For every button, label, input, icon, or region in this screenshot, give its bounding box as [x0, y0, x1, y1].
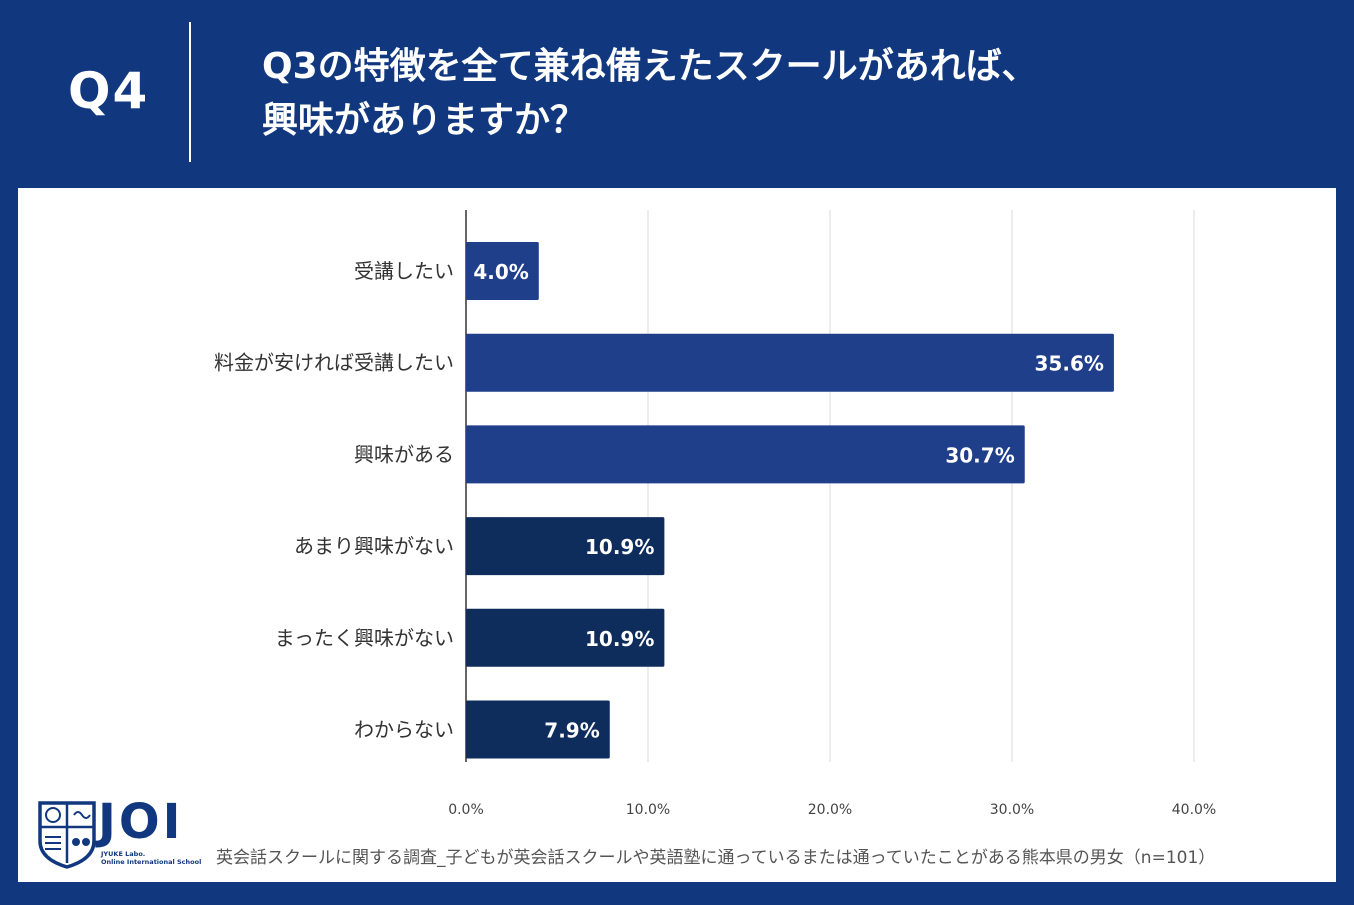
- logo-subtitle: JYUKE Labo. Online International School: [101, 850, 201, 866]
- data-label: 35.6%: [1035, 352, 1104, 376]
- logo-subtitle-line-1: JYUKE Labo.: [101, 850, 146, 858]
- bar: [466, 242, 539, 300]
- x-tick-label: 40.0%: [1172, 802, 1216, 818]
- data-label: 10.9%: [585, 627, 654, 651]
- survey-footnote: 英会話スクールに関する調査_子どもが英会話スクールや英語塾に通っているまたは通っ…: [216, 848, 1216, 868]
- category-label: 興味がある: [354, 442, 454, 466]
- category-label: 料金が安ければ受講したい: [214, 351, 454, 375]
- category-label: あまり興味がない: [294, 534, 454, 558]
- header-divider: [189, 22, 191, 162]
- question-title: Q3の特徴を全て兼ね備えたスクールがあれば、 興味がありますか？: [262, 40, 1262, 148]
- label-layer: 0.0% 10.0% 20.0% 30.0% 40.0% 受講したい 4.0% 料金が安ければ…: [214, 259, 1216, 818]
- x-tick-label: 0.0%: [448, 802, 484, 818]
- bar: [466, 333, 1114, 392]
- data-label: 7.9%: [544, 719, 599, 743]
- grid-layer: [465, 210, 1195, 762]
- bar: [466, 608, 665, 667]
- bar: [466, 700, 610, 759]
- chart-panel: 0.0% 10.0% 20.0% 30.0% 40.0% 受講したい 4.0% 料金が安ければ…: [18, 188, 1336, 882]
- x-tick-label: 20.0%: [808, 802, 852, 818]
- bar-chart: 0.0% 10.0% 20.0% 30.0% 40.0% 受講したい 4.0% 料金が安ければ…: [214, 210, 1216, 818]
- data-label: 30.7%: [945, 443, 1014, 467]
- category-label: まったく興味がない: [275, 626, 454, 650]
- joi-logo: [38, 801, 96, 869]
- category-label: 受講したい: [354, 259, 454, 283]
- bar-layer: [466, 242, 1114, 759]
- header: Q4 Q3の特徴を全て兼ね備えたスクールがあれば、 興味がありますか？: [0, 0, 1354, 188]
- question-number: Q4: [68, 62, 150, 120]
- data-label: 4.0%: [473, 260, 528, 284]
- x-tick-label: 10.0%: [626, 802, 670, 818]
- logo-text: JOI: [98, 794, 184, 850]
- category-label: わからない: [354, 718, 454, 742]
- logo-subtitle-line-2: Online International School: [101, 858, 202, 866]
- bar: [466, 517, 665, 576]
- data-label: 10.9%: [585, 535, 654, 559]
- title-line-2: 興味がありますか？: [262, 100, 587, 141]
- bar: [466, 425, 1025, 484]
- title-line-1: Q3の特徴を全て兼ね備えたスクールがあれば、: [262, 46, 1038, 87]
- x-tick-label: 30.0%: [990, 802, 1034, 818]
